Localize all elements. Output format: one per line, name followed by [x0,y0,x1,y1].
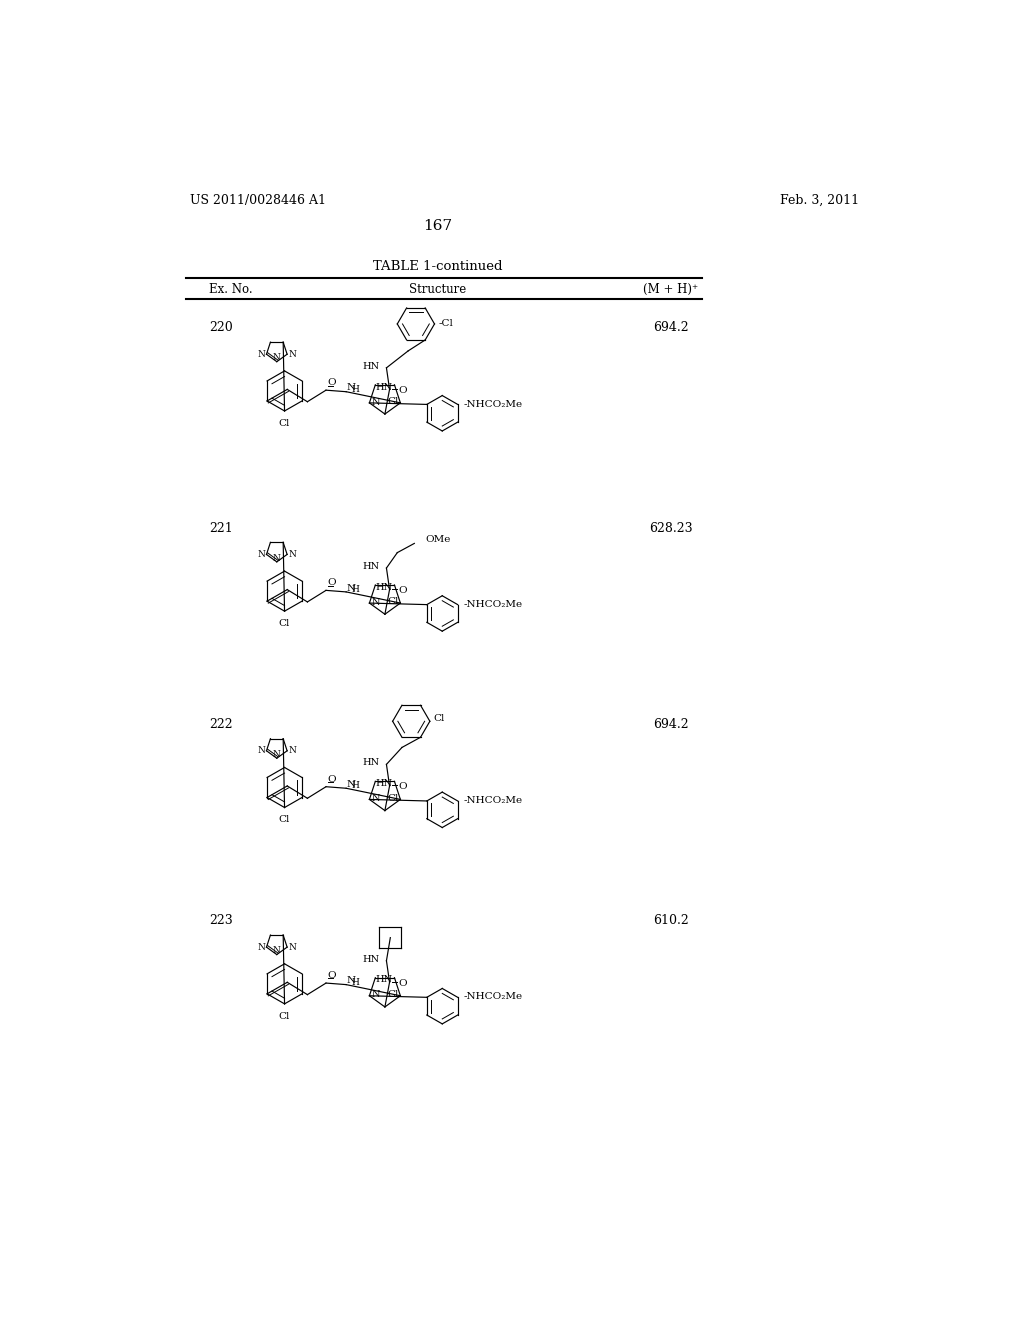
Text: HN: HN [375,779,392,788]
Text: HN: HN [362,759,380,767]
Text: 222: 222 [209,718,233,731]
Text: 167: 167 [424,219,453,234]
Text: -Cl: -Cl [438,319,454,329]
Text: Cl: Cl [279,418,290,428]
Text: -NHCO₂Me: -NHCO₂Me [463,993,522,1002]
Text: Structure: Structure [410,282,467,296]
Text: Cl: Cl [387,793,398,803]
Text: Cl: Cl [387,990,398,999]
Text: 694.2: 694.2 [652,321,688,334]
Text: (M + H)⁺: (M + H)⁺ [643,282,698,296]
Text: N: N [289,550,297,558]
Text: US 2011/0028446 A1: US 2011/0028446 A1 [190,194,326,207]
Text: 221: 221 [209,521,233,535]
Text: N: N [347,977,356,985]
Text: H: H [351,385,359,393]
Text: N: N [289,746,297,755]
Text: N: N [272,946,281,956]
Text: N: N [257,550,265,558]
Text: N: N [257,350,265,359]
Text: Cl: Cl [279,619,290,628]
Text: HN: HN [375,383,392,392]
Text: N: N [347,383,356,392]
Text: H: H [351,978,359,987]
Text: O: O [399,783,408,791]
Text: 223: 223 [209,915,233,927]
Text: HN: HN [362,954,380,964]
Text: H: H [351,781,359,791]
Text: N: N [272,750,281,759]
Text: N: N [372,795,380,803]
Text: HN: HN [375,975,392,985]
Text: Cl: Cl [434,714,445,722]
Text: H: H [351,585,359,594]
Text: N: N [347,780,356,789]
Text: O: O [399,385,408,395]
Text: O: O [328,972,336,979]
Text: 610.2: 610.2 [652,915,688,927]
Text: Feb. 3, 2011: Feb. 3, 2011 [780,194,859,207]
Text: O: O [399,978,408,987]
Text: HN: HN [375,583,392,591]
Text: TABLE 1-continued: TABLE 1-continued [374,260,503,273]
Text: N: N [289,350,297,359]
Text: -NHCO₂Me: -NHCO₂Me [463,400,522,408]
Text: O: O [399,586,408,595]
Text: Cl: Cl [387,397,398,407]
Text: 220: 220 [209,321,233,334]
Text: N: N [372,598,380,607]
Text: 628.23: 628.23 [648,521,692,535]
Text: N: N [272,553,281,562]
Text: O: O [328,578,336,587]
Text: N: N [372,990,380,999]
Text: Cl: Cl [387,598,398,606]
Text: HN: HN [362,562,380,572]
Text: N: N [272,354,281,363]
Text: -NHCO₂Me: -NHCO₂Me [463,796,522,805]
Text: 694.2: 694.2 [652,718,688,731]
Text: Cl: Cl [279,1011,290,1020]
Text: Ex. No.: Ex. No. [209,282,253,296]
Text: N: N [257,942,265,952]
Text: N: N [257,746,265,755]
Text: N: N [347,583,356,593]
Text: -NHCO₂Me: -NHCO₂Me [463,599,522,609]
Text: OMe: OMe [425,535,451,544]
Text: O: O [328,378,336,387]
Text: Cl: Cl [279,816,290,824]
Text: HN: HN [362,362,380,371]
Text: N: N [289,942,297,952]
Text: N: N [372,397,380,407]
Text: O: O [328,775,336,784]
